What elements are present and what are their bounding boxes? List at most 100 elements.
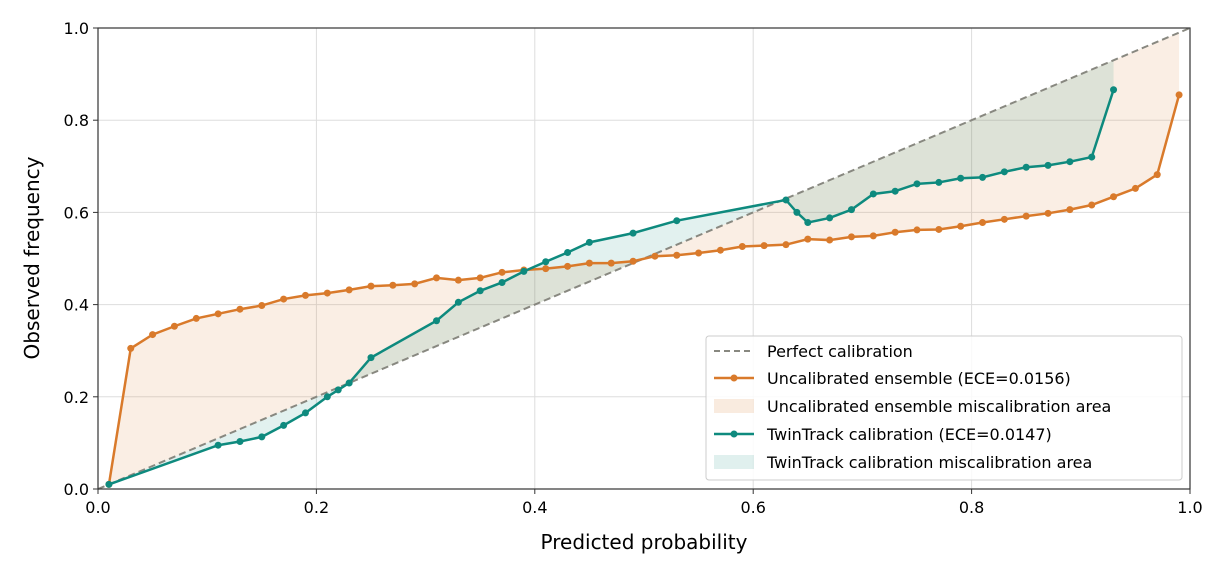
twintrack-point	[891, 187, 899, 195]
uncalibrated-line	[107, 94, 1181, 485]
uncalibrated-point	[585, 259, 593, 267]
legend-box	[705, 335, 1183, 481]
x-tick-label: 0.6	[740, 498, 765, 517]
twintrack-point	[105, 480, 113, 488]
uncalibrated-point	[738, 243, 746, 251]
uncalibrated-point	[258, 302, 266, 310]
twintrack-point	[345, 379, 353, 387]
uncalibrated-point	[826, 236, 834, 244]
uncalibrated-point	[411, 280, 419, 288]
twintrack-point	[913, 180, 921, 188]
twintrack-point	[1022, 163, 1030, 171]
twintrack-point	[367, 354, 375, 362]
uncalibrated-point	[1153, 171, 1161, 179]
uncalibrated-point	[651, 252, 659, 260]
twintrack-point	[564, 249, 572, 257]
uncalibrated-point	[345, 286, 353, 294]
twintrack-point	[236, 438, 244, 446]
uncalibrated-point	[454, 276, 462, 284]
y-tick-label: 0.6	[64, 203, 89, 222]
twintrack-point	[520, 267, 528, 275]
uncalibrated-point	[127, 344, 135, 352]
x-tick-label: 0.4	[522, 498, 547, 517]
twintrack-point	[869, 190, 877, 198]
twintrack-point	[935, 178, 943, 186]
x-tick-label: 0.2	[304, 498, 329, 517]
y-tick-label: 0.0	[64, 480, 89, 499]
uncalibrated-point	[782, 241, 790, 249]
uncalibrated-point	[695, 249, 703, 257]
uncalibrated-point	[716, 246, 724, 254]
uncalibrated-point	[847, 233, 855, 241]
twintrack-point	[979, 173, 987, 181]
legend-marker-uncalibrated	[730, 374, 738, 382]
legend-marker-twintrack	[730, 430, 738, 438]
twintrack-point	[433, 317, 441, 325]
uncalibrated-point	[629, 257, 637, 265]
y-tick-label: 0.2	[64, 388, 89, 407]
uncalibrated-point	[1110, 193, 1118, 201]
y-tick-label: 1.0	[64, 19, 89, 38]
uncalibrated-point	[236, 305, 244, 313]
x-axis-label: Predicted probability	[541, 530, 748, 554]
twintrack-point	[826, 214, 834, 222]
uncalibrated-point	[433, 274, 441, 282]
twintrack-point	[454, 298, 462, 306]
legend-label: Uncalibrated ensemble miscalibration are…	[767, 397, 1111, 416]
twintrack-point	[476, 287, 484, 295]
twintrack-point	[258, 433, 266, 441]
twintrack-point	[323, 393, 331, 401]
uncalibrated-point	[280, 295, 288, 303]
uncalibrated-point	[1175, 91, 1183, 99]
twintrack-point	[1088, 153, 1096, 161]
twintrack-point	[673, 217, 681, 225]
y-axis-label: Observed frequency	[20, 156, 44, 359]
legend-swatch-twintrack-area	[714, 455, 754, 469]
uncalibrated-point	[214, 310, 222, 318]
twintrack-point	[793, 208, 801, 216]
legend-label: TwinTrack calibration (ECE=0.0147)	[766, 425, 1052, 444]
uncalibrated-point	[564, 262, 572, 270]
uncalibrated-point	[891, 228, 899, 236]
twintrack-point	[585, 238, 593, 246]
y-tick-label: 0.8	[64, 111, 89, 130]
uncalibrated-point	[1044, 209, 1052, 217]
uncalibrated-point	[979, 219, 987, 227]
uncalibrated-point	[760, 242, 768, 250]
twintrack-point	[782, 196, 790, 204]
x-tick-label: 0.0	[85, 498, 110, 517]
twintrack-point	[1110, 86, 1118, 94]
uncalibrated-point	[957, 222, 965, 230]
ticks: 0.0 0.2 0.4 0.6 0.8 1.0 0.0 0.2 0.4 0.6 0.8 1.0	[64, 19, 1203, 517]
twintrack-point	[847, 206, 855, 214]
legend-swatch-uncalibrated-area	[714, 399, 754, 413]
uncalibrated-point	[1022, 212, 1030, 220]
twintrack-point	[804, 219, 812, 227]
uncalibrated-point	[869, 232, 877, 240]
uncalibrated-point	[476, 274, 484, 282]
uncalibrated-point	[1088, 201, 1096, 209]
legend-label: Perfect calibration	[767, 342, 913, 361]
twintrack-point	[334, 386, 342, 394]
uncalibrated-point	[542, 265, 550, 273]
uncalibrated-point	[804, 235, 812, 243]
twintrack-point	[957, 174, 965, 182]
uncalibrated-point	[323, 289, 331, 297]
twintrack-point	[301, 409, 309, 417]
uncalibrated-point	[149, 331, 157, 339]
twintrack-point	[498, 278, 506, 286]
legend-label: TwinTrack calibration miscalibration are…	[766, 453, 1092, 472]
uncalibrated-point	[607, 259, 615, 267]
twintrack-point	[629, 229, 637, 237]
uncalibrated-point	[389, 281, 397, 289]
uncalibrated-point	[498, 268, 506, 276]
uncalibrated-point	[913, 226, 921, 234]
uncalibrated-point	[192, 314, 200, 322]
x-tick-label: 1.0	[1177, 498, 1202, 517]
y-tick-label: 0.4	[64, 296, 89, 315]
twintrack-point	[542, 258, 550, 266]
uncalibrated-point	[1000, 215, 1008, 223]
plot-frame	[97, 27, 1191, 490]
uncalibrated-point	[673, 251, 681, 259]
uncalibrated-point	[367, 282, 375, 290]
